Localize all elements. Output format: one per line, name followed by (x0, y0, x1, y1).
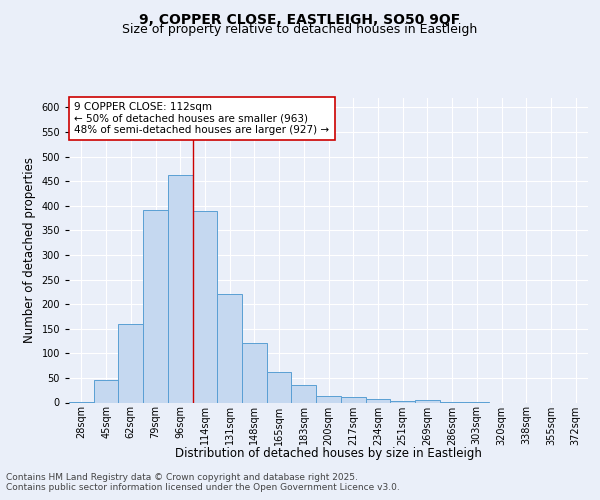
Bar (415, 400, 440, 402)
Bar (267, 372, 292, 402)
Bar (94, 380, 118, 402)
Bar (316, 396, 341, 402)
Text: 9, COPPER CLOSE, EASTLEIGH, SO50 9QF: 9, COPPER CLOSE, EASTLEIGH, SO50 9QF (139, 12, 461, 26)
Text: Contains public sector information licensed under the Open Government Licence v3: Contains public sector information licen… (6, 484, 400, 492)
Text: Distribution of detached houses by size in Eastleigh: Distribution of detached houses by size … (175, 448, 482, 460)
Bar (390, 401, 415, 402)
Text: Contains HM Land Registry data © Crown copyright and database right 2025.: Contains HM Land Registry data © Crown c… (6, 472, 358, 482)
Text: 9 COPPER CLOSE: 112sqm
← 50% of detached houses are smaller (963)
48% of semi-de: 9 COPPER CLOSE: 112sqm ← 50% of detached… (74, 102, 329, 136)
Bar (242, 344, 267, 402)
Bar (193, 210, 217, 402)
Y-axis label: Number of detached properties: Number of detached properties (23, 157, 36, 343)
Text: Size of property relative to detached houses in Eastleigh: Size of property relative to detached ho… (122, 23, 478, 36)
Bar (217, 294, 242, 403)
Bar (341, 396, 365, 402)
Bar (143, 210, 168, 402)
Bar (365, 399, 390, 402)
Bar (168, 174, 193, 402)
Bar (118, 324, 143, 402)
Bar (292, 385, 316, 402)
